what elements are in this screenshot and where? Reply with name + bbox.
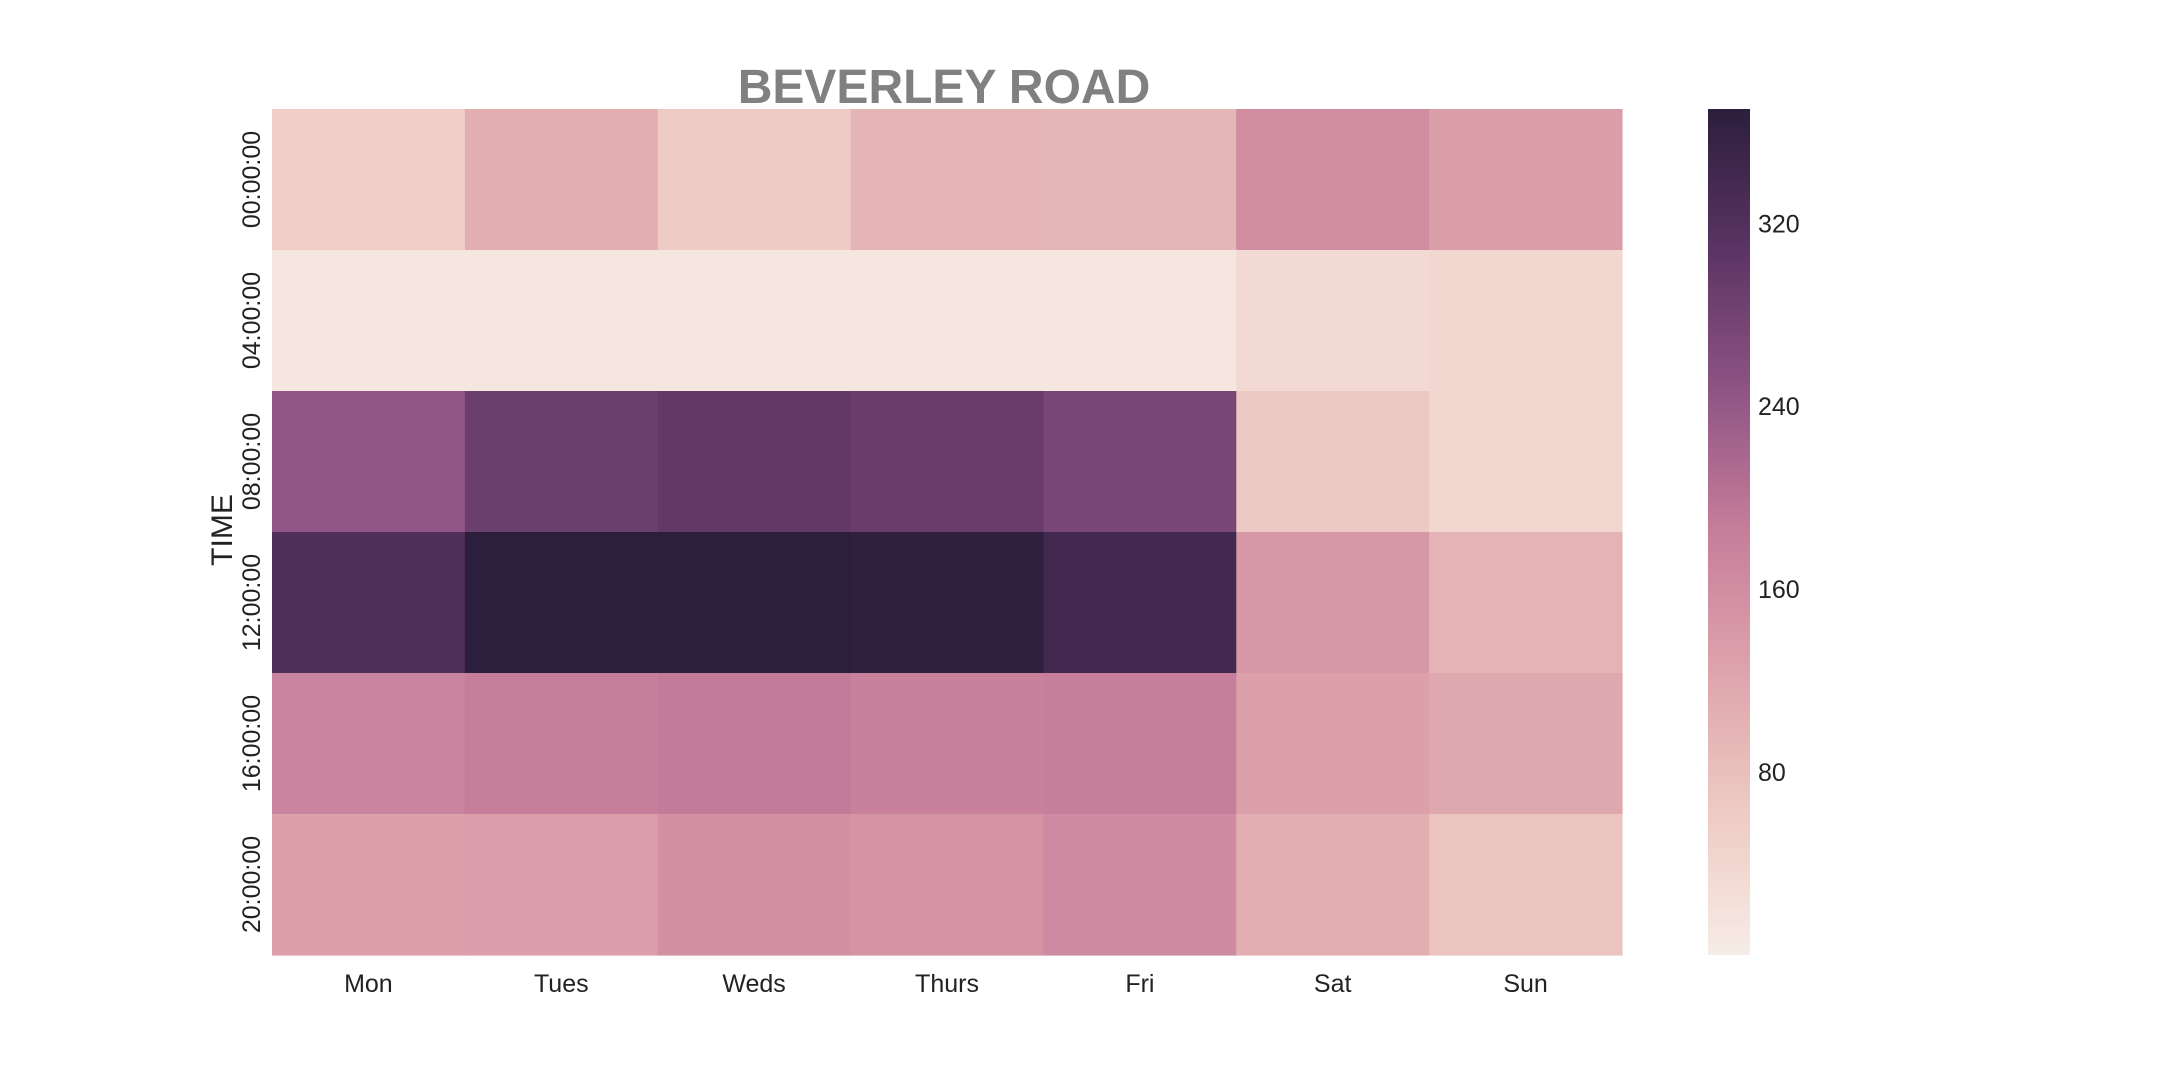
heatmap-cell [1236, 391, 1430, 533]
heatmap-cell [1043, 250, 1237, 392]
heatmap-cell [1429, 109, 1623, 251]
heatmap-cell [1043, 673, 1237, 815]
colorbar [1708, 109, 1750, 955]
y-tick-label: 08:00:00 [238, 413, 266, 510]
y-tick-labels: 00:00:00 04:00:00 08:00:00 12:00:00 16:00:00… [238, 131, 266, 933]
heatmap-cell [657, 250, 852, 392]
heatmap-cells [272, 109, 1623, 956]
y-tick-label: 16:00:00 [238, 695, 266, 792]
heatmap-cell [1429, 673, 1623, 815]
colorbar-tick-label: 320 [1758, 210, 1800, 238]
colorbar-tick-label: 160 [1758, 576, 1800, 604]
heatmap-cell [1236, 532, 1430, 674]
heatmap-cell [850, 673, 1045, 815]
heatmap-cell [1043, 532, 1237, 674]
colorbar-tick-label: 80 [1758, 759, 1786, 787]
heatmap-cell [1043, 814, 1237, 956]
heatmap-cell [850, 532, 1045, 674]
colorbar-tick-labels: 80 160 240 320 [1758, 210, 1800, 787]
heatmap-cell [850, 109, 1045, 251]
heatmap-cell [464, 391, 659, 533]
x-tick-label: Mon [344, 970, 393, 998]
x-tick-label: Weds [722, 970, 785, 998]
heatmap-cell [1043, 391, 1237, 533]
heatmap-cell [1429, 532, 1623, 674]
heatmap-cell [1429, 814, 1623, 956]
x-tick-label: Tues [534, 970, 589, 998]
heatmap-cell [850, 391, 1045, 533]
heatmap-cell [1236, 109, 1430, 251]
heatmap-cell [657, 814, 852, 956]
x-tick-label: Thurs [915, 970, 979, 998]
heatmap-cell [1236, 250, 1430, 392]
heatmap-cell [464, 109, 659, 251]
x-tick-label: Fri [1125, 970, 1154, 998]
y-tick-label: 04:00:00 [238, 272, 266, 369]
heatmap-cell [850, 250, 1045, 392]
heatmap-cell [272, 250, 466, 392]
chart-title: BEVERLEY ROAD [738, 61, 1151, 114]
heatmap-cell [657, 532, 852, 674]
heatmap-cell [657, 109, 852, 251]
heatmap-cell [272, 109, 466, 251]
heatmap-cell [657, 391, 852, 533]
x-tick-labels: Mon Tues Weds Thurs Fri Sat Sun [344, 970, 1548, 998]
heatmap-cell [657, 673, 852, 815]
heatmap-cell [1429, 391, 1623, 533]
heatmap-cell [272, 673, 466, 815]
y-tick-label: 20:00:00 [238, 836, 266, 933]
heatmap-cell [850, 814, 1045, 956]
heatmap-cell [464, 250, 659, 392]
x-tick-label: Sun [1503, 970, 1547, 998]
heatmap-cell [1429, 250, 1623, 392]
heatmap-cell [1236, 673, 1430, 815]
heatmap-cell [464, 532, 659, 674]
heatmap-cell [272, 814, 466, 956]
x-tick-label: Sat [1314, 970, 1352, 998]
y-tick-label: 00:00:00 [238, 131, 266, 228]
heatmap-cell [1043, 109, 1237, 251]
heatmap-cell [464, 673, 659, 815]
heatmap-cell [464, 814, 659, 956]
heatmap-cell [272, 391, 466, 533]
heatmap-cell [272, 532, 466, 674]
colorbar-tick-label: 240 [1758, 393, 1800, 421]
y-axis-label: TIME [206, 494, 239, 566]
y-tick-label: 12:00:00 [238, 554, 266, 651]
heatmap-cell [1236, 814, 1430, 956]
